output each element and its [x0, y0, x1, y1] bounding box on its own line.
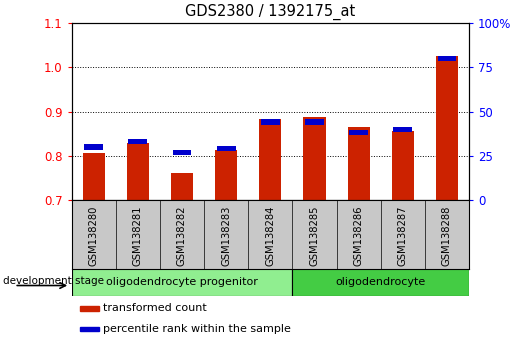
Bar: [127, 143, 149, 200]
Bar: [80, 327, 99, 331]
Text: development stage: development stage: [3, 276, 104, 286]
Bar: [72, 269, 293, 296]
Text: GSM138287: GSM138287: [398, 206, 408, 266]
Bar: [259, 119, 281, 200]
Bar: [80, 307, 99, 310]
Bar: [303, 117, 325, 200]
Bar: [438, 56, 456, 61]
Text: GSM138282: GSM138282: [177, 206, 187, 266]
Bar: [349, 130, 368, 136]
Bar: [261, 120, 280, 125]
Text: GSM138286: GSM138286: [354, 206, 364, 266]
Bar: [293, 269, 469, 296]
Text: percentile rank within the sample: percentile rank within the sample: [103, 324, 290, 334]
Text: GSM138281: GSM138281: [133, 206, 143, 266]
Bar: [128, 139, 147, 144]
Bar: [392, 131, 414, 200]
Text: GSM138285: GSM138285: [310, 206, 320, 266]
Text: transformed count: transformed count: [103, 303, 207, 314]
Bar: [393, 127, 412, 132]
Bar: [173, 149, 191, 155]
Bar: [83, 153, 105, 200]
Text: GSM138283: GSM138283: [221, 206, 231, 266]
Text: oligodendrocyte: oligodendrocyte: [335, 277, 426, 287]
Bar: [215, 150, 237, 200]
Text: GSM138280: GSM138280: [89, 206, 99, 266]
Bar: [84, 144, 103, 150]
Text: GSM138288: GSM138288: [442, 206, 452, 266]
Title: GDS2380 / 1392175_at: GDS2380 / 1392175_at: [185, 4, 356, 20]
Bar: [305, 120, 324, 125]
Bar: [171, 173, 193, 200]
Bar: [436, 56, 458, 200]
Text: GSM138284: GSM138284: [266, 206, 275, 266]
Bar: [217, 146, 235, 152]
Text: oligodendrocyte progenitor: oligodendrocyte progenitor: [106, 277, 258, 287]
Bar: [348, 127, 369, 200]
